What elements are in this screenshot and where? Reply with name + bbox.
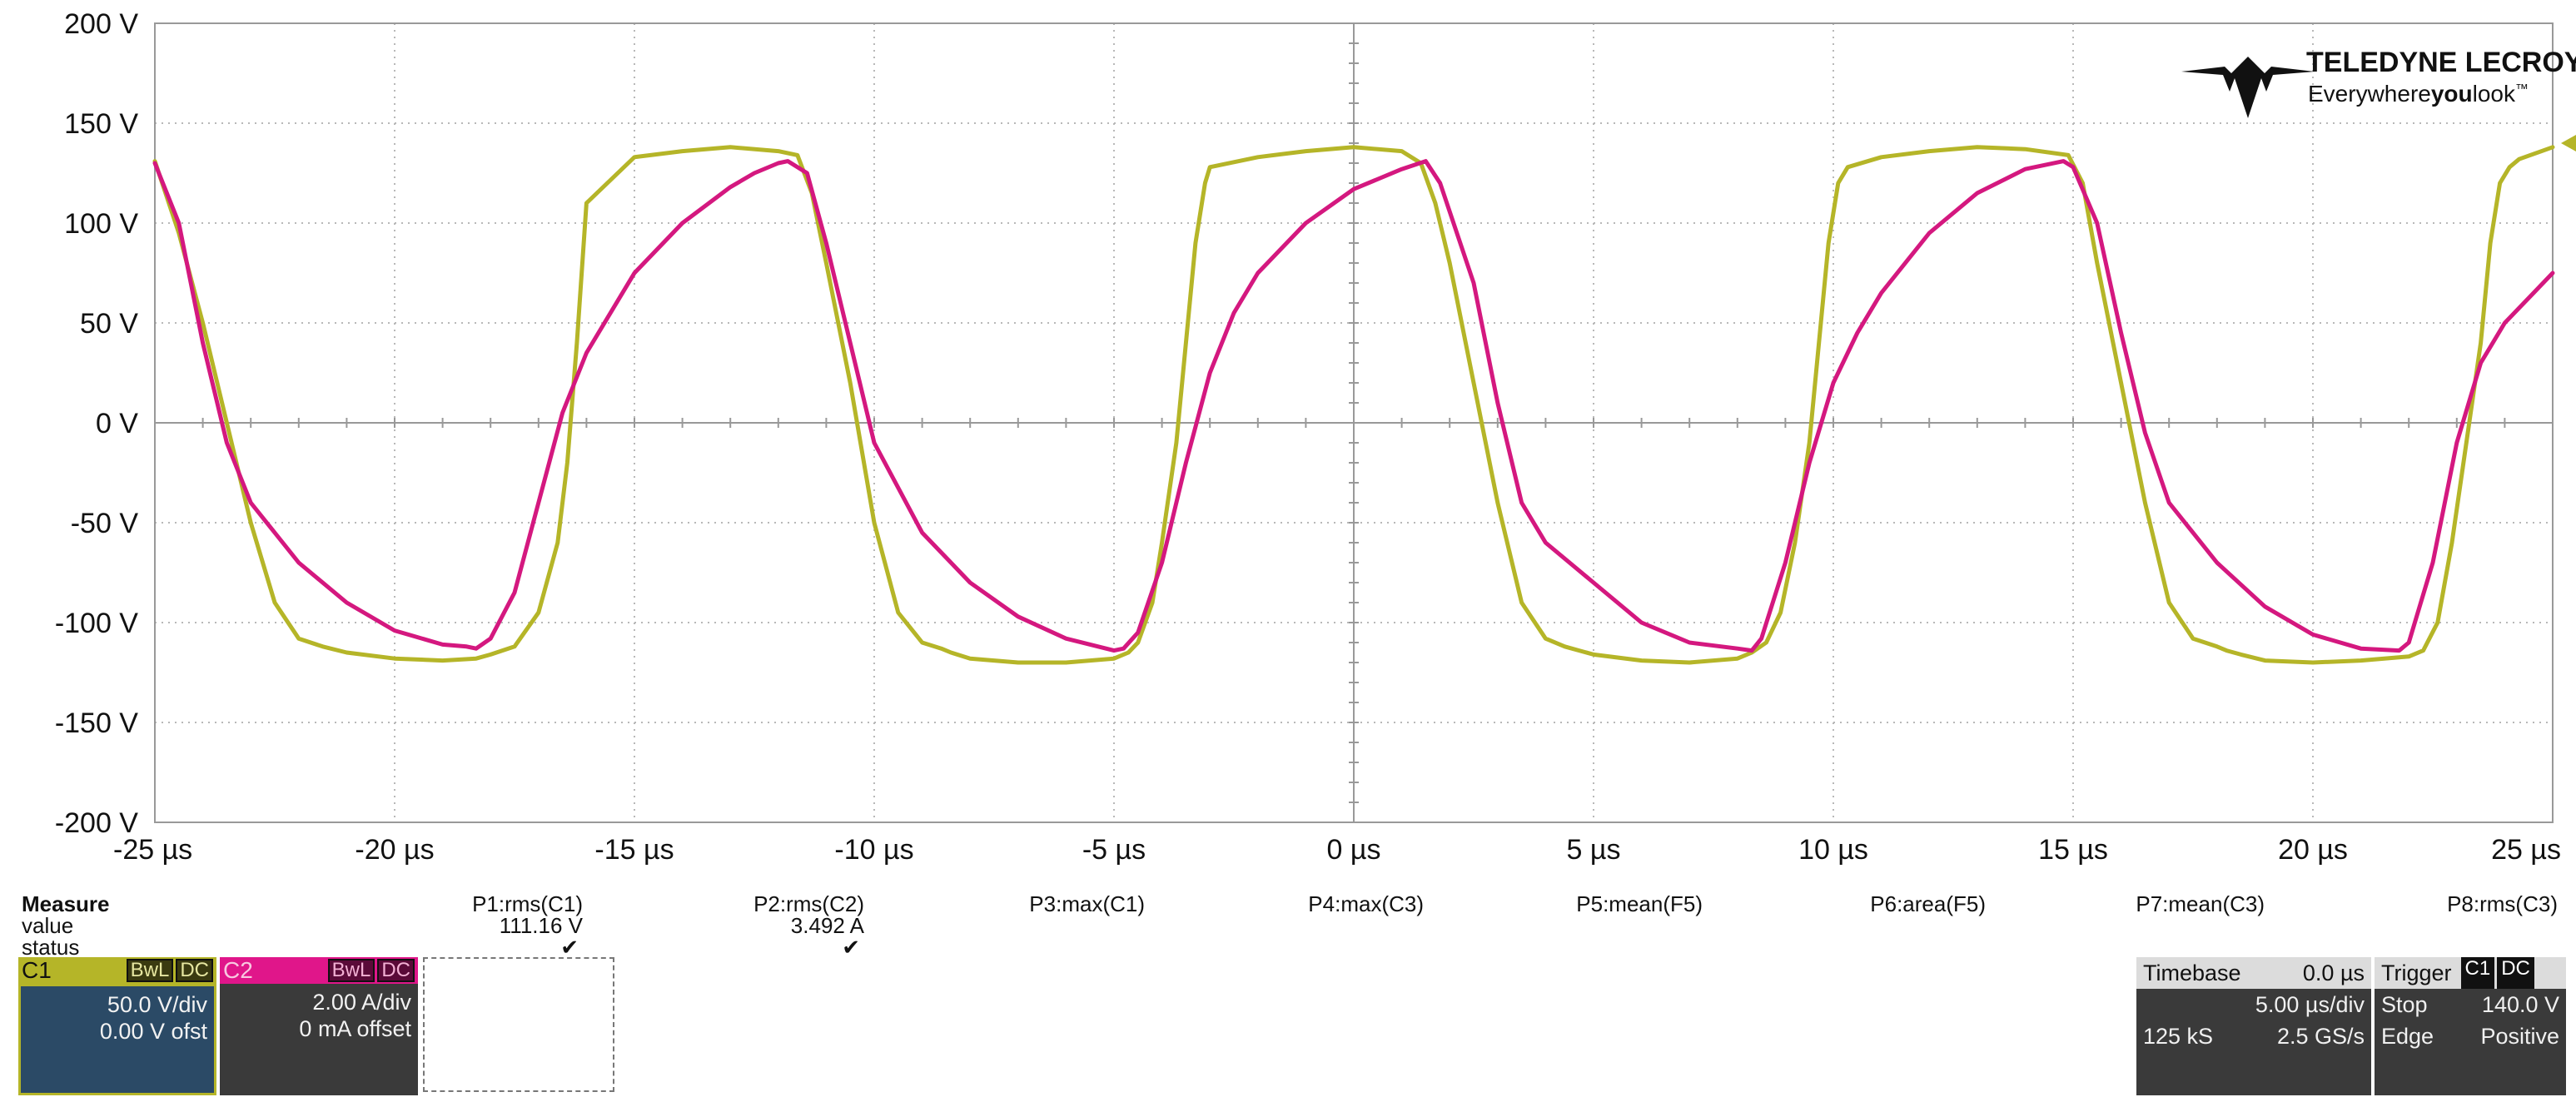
param-p5-name[interactable]: P5:mean(F5) [1576, 891, 1703, 916]
param-p4-name[interactable]: P4:max(C3) [1308, 891, 1424, 916]
y-tick-label: 0 V [96, 408, 138, 439]
brand-name: TELEDYNE LECROY [2306, 47, 2576, 78]
timebase-panel[interactable]: Timebase 0.0 µs 5.00 µs/div 125 kS 2.5 G… [2136, 957, 2371, 1095]
x-tick-label: -10 µs [834, 834, 913, 866]
x-tick-label: 0 µs [1327, 834, 1381, 866]
brand-tagline: Everywhereyoulook™ [2308, 81, 2529, 107]
param-p6-name[interactable]: P6:area(F5) [1870, 891, 1986, 916]
x-tick-label: -20 µs [355, 834, 434, 866]
timebase-samples: 125 kS [2143, 1024, 2214, 1049]
channel-c2-label: C2 [223, 957, 253, 983]
param-p2-status-check-icon: ✔ [842, 935, 860, 960]
y-tick-label: 50 V [80, 308, 138, 340]
trigger-level: 140.0 V [2481, 992, 2559, 1017]
trigger-label: Trigger [2381, 960, 2452, 985]
y-tick-label: -100 V [55, 608, 138, 639]
trace-series-2 [152, 159, 2555, 653]
trigger-mode: Stop [2381, 992, 2428, 1017]
channel-c2-scale: 2.00 A/div [312, 990, 411, 1015]
param-p8-name[interactable]: P8:rms(C3) [2447, 891, 2558, 916]
trigger-type: Edge [2381, 1024, 2434, 1049]
param-p2-name[interactable]: P2:rms(C2) [753, 891, 864, 916]
y-tick-label: -150 V [55, 707, 138, 739]
teledyne-lecroy-logo: TELEDYNE LECROY Everywhereyoulook™ [2181, 47, 2576, 118]
param-p1-value: 111.16 V [499, 913, 583, 938]
timebase-per-div-row: 5.00 µs/div [2136, 989, 2371, 1020]
channel-c1-label: C1 [22, 957, 52, 983]
trigger-panel[interactable]: Trigger C1 DC Stop 140.0 V Edge Positive [2375, 957, 2566, 1095]
channel-c2-descriptor[interactable]: C2 BwL DC 2.00 A/div 0 mA offset [220, 957, 418, 1095]
x-tick-label: 25 µs [2491, 834, 2561, 866]
trigger-level-marker-icon [2561, 135, 2576, 151]
y-tick-label: -50 V [71, 508, 139, 539]
channel-c1-body: 50.0 V/div 0.00 V ofst [18, 984, 216, 1095]
channel-c1-descriptor[interactable]: C1 BwL DC 50.0 V/div 0.00 V ofst [18, 957, 216, 1095]
trigger-mode-row: Stop 140.0 V [2375, 989, 2566, 1020]
channel-c1-bwl-badge: BwL [126, 959, 174, 982]
y-tick-label: -200 V [55, 807, 138, 839]
tick-labels: 200 V 150 V 100 V 50 V 0 V -50 V -100 V -150 V -… [55, 8, 2561, 866]
param-p7-name[interactable]: P7:mean(C3) [2136, 891, 2265, 916]
channel-c1-scale: 50.0 V/div [107, 992, 207, 1017]
y-tick-label: 150 V [64, 108, 138, 140]
x-tick-label: 10 µs [1798, 834, 1868, 866]
timebase-delay: 0.0 µs [2302, 960, 2365, 985]
channel-c2-offset: 0 mA offset [299, 1016, 411, 1041]
x-tick-label: -15 µs [594, 834, 674, 866]
param-p1-status-check-icon: ✔ [560, 935, 579, 960]
x-tick-label: 20 µs [2278, 834, 2348, 866]
y-tick-label: 100 V [64, 208, 138, 240]
channel-c1-coupling-badge: DC [176, 959, 213, 982]
measure-header: Measure [22, 891, 110, 916]
x-tick-label: 5 µs [1567, 834, 1621, 866]
x-tick-label: -5 µs [1082, 834, 1146, 866]
channel-c1-header: C1 BwL DC [18, 957, 216, 984]
empty-channel-slot[interactable] [423, 957, 614, 1092]
axes [154, 22, 2554, 823]
timebase-per-div: 5.00 µs/div [2255, 992, 2365, 1017]
channel-c2-coupling-badge: DC [377, 959, 415, 982]
measure-row-status-label: status [22, 935, 80, 960]
param-p2-value: 3.492 A [790, 913, 864, 938]
channel-c2-bwl-badge: BwL [327, 959, 375, 982]
trigger-channel-badge: C1 [2460, 957, 2495, 989]
traces [152, 145, 2555, 665]
param-p3-name[interactable]: P3:max(C1) [1029, 891, 1145, 916]
channel-c1-offset: 0.00 V ofst [99, 1019, 207, 1044]
timebase-header: Timebase 0.0 µs [2136, 957, 2371, 989]
param-p1-name[interactable]: P1:rms(C1) [472, 891, 583, 916]
channel-c2-header: C2 BwL DC [220, 957, 418, 984]
trigger-header: Trigger C1 DC [2375, 957, 2566, 989]
oscilloscope-plot: 200 V 150 V 100 V 50 V 0 V -50 V -100 V -150 V -… [55, 8, 2576, 866]
trigger-coupling-badge: DC [2497, 957, 2534, 989]
measure-row-value-label: value [22, 913, 74, 938]
timebase-label: Timebase [2143, 960, 2241, 985]
x-tick-label: -25 µs [113, 834, 192, 866]
timebase-rate: 2.5 GS/s [2276, 1024, 2365, 1049]
channel-c2-body: 2.00 A/div 0 mA offset [220, 984, 418, 1095]
timebase-sampling-row: 125 kS 2.5 GS/s [2136, 1020, 2371, 1052]
x-tick-label: 15 µs [2038, 834, 2108, 866]
trigger-slope: Positive [2480, 1024, 2559, 1049]
logo-mark-icon [2181, 57, 2315, 118]
trigger-type-row: Edge Positive [2375, 1020, 2566, 1052]
y-tick-label: 200 V [64, 8, 138, 40]
